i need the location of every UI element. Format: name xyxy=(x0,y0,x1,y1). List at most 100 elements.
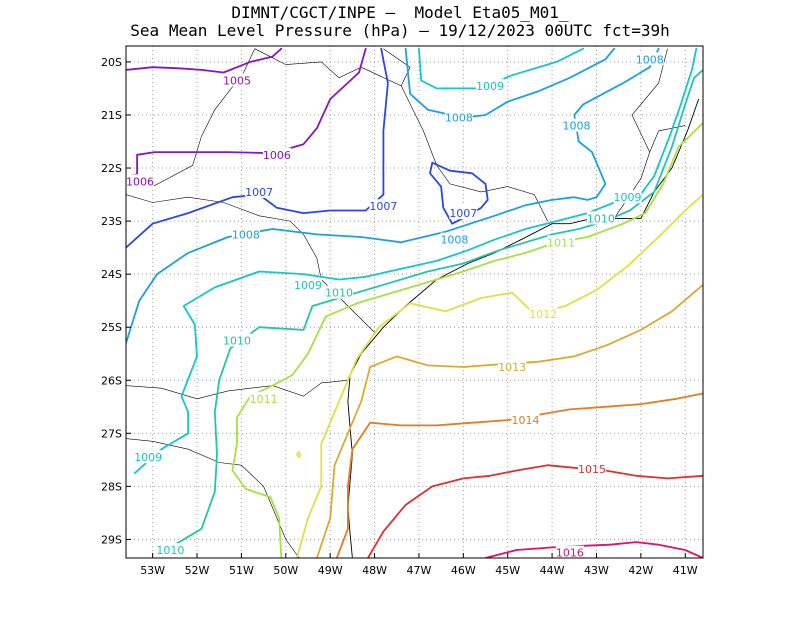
lat-lon-grid xyxy=(126,46,703,558)
x-tick-label: 41W xyxy=(673,564,698,577)
isobar-label-1008: 1008 xyxy=(636,53,664,66)
isobar-label-background xyxy=(231,227,260,241)
isobar-1013 xyxy=(316,283,703,558)
isobar-label-1013: 1013 xyxy=(498,361,526,374)
x-tick-label: 53W xyxy=(140,564,165,577)
x-tick-label: 44W xyxy=(540,564,565,577)
isobar-label-background xyxy=(578,461,607,475)
isobar-label-1009: 1009 xyxy=(294,279,322,292)
state-border xyxy=(152,48,255,187)
isobar-label-1007: 1007 xyxy=(245,186,273,199)
isobar-label-background xyxy=(586,211,615,225)
y-tick-label: 20S xyxy=(101,56,122,69)
isobar-label-background xyxy=(222,333,251,347)
y-tick-label: 25S xyxy=(101,321,122,334)
isobar-1016 xyxy=(484,541,703,558)
isobar-1009 xyxy=(134,47,698,474)
state-border xyxy=(631,48,668,153)
isobar-label-1007: 1007 xyxy=(449,207,477,220)
isobar-label-background xyxy=(262,147,291,161)
latitude-axis: 20S 21S 22S 23S 24S 25S 26S 27S 28S 29S xyxy=(101,56,131,546)
isobar-label-1007: 1007 xyxy=(369,200,397,213)
y-tick-label: 23S xyxy=(101,215,122,228)
y-tick-label: 29S xyxy=(101,533,122,546)
title-line-1: DIMNT/CGCT/INPE – Model Eta05_M01_ xyxy=(231,3,569,22)
x-tick-label: 48W xyxy=(362,564,387,577)
plot-frame xyxy=(125,45,704,559)
isobar-label-background xyxy=(222,73,251,87)
isobar-1011 xyxy=(231,122,703,558)
isobar-label-background xyxy=(613,190,642,204)
isobar-label-background xyxy=(249,391,278,405)
isobar-label-background xyxy=(325,285,354,299)
y-tick-label: 27S xyxy=(101,427,122,440)
isobar-label-background xyxy=(440,232,469,246)
isobar-label-background xyxy=(126,174,154,188)
isobar-1010 xyxy=(160,69,703,557)
isobar-label-1008: 1008 xyxy=(445,112,473,125)
isobar-label-background xyxy=(546,235,575,249)
y-tick-label: 28S xyxy=(101,480,122,493)
isobar-1007 xyxy=(126,47,389,249)
isobar-1007 xyxy=(429,161,489,225)
x-tick-label: 42W xyxy=(628,564,653,577)
isobar-1008 xyxy=(126,47,660,344)
isobar-label-background xyxy=(444,110,473,124)
isobar-label-1011: 1011 xyxy=(250,393,278,406)
isobar-label-1014: 1014 xyxy=(511,414,539,427)
isobar-label-background xyxy=(293,277,322,291)
longitude-axis: 53W 52W 51W 50W 49W 48W 47W 46W 45W 44W 43W 42W 41W xyxy=(140,553,698,577)
x-tick-label: 52W xyxy=(185,564,210,577)
isobar-label-1010: 1010 xyxy=(587,212,615,225)
y-tick-label: 22S xyxy=(101,162,122,175)
isobar-label-1010: 1010 xyxy=(156,544,184,557)
x-tick-label: 47W xyxy=(407,564,432,577)
isobar-label-background xyxy=(369,199,398,213)
x-tick-label: 45W xyxy=(495,564,520,577)
x-tick-label: 50W xyxy=(273,564,298,577)
isobar-label-1006: 1006 xyxy=(263,149,291,162)
isobar-label-background xyxy=(555,545,584,559)
isobar-label-background xyxy=(475,78,504,92)
y-tick-label: 21S xyxy=(101,109,122,122)
isobar-label-1010: 1010 xyxy=(325,287,353,300)
isobar-label-1008: 1008 xyxy=(232,228,260,241)
state-border xyxy=(383,48,411,86)
x-tick-label: 43W xyxy=(584,564,609,577)
isobar-label-1008: 1008 xyxy=(440,234,468,247)
isobar-labels: 1005 1006 1006 1007 1007 1007 1008 1008 1008 1008… xyxy=(126,52,664,560)
isobar-label-1016: 1016 xyxy=(556,547,584,560)
isobar-label-1008: 1008 xyxy=(563,120,591,133)
isobar-label-background xyxy=(529,306,558,320)
state-border xyxy=(126,380,348,400)
isobar-label-background xyxy=(134,450,163,464)
isobar-label-background xyxy=(245,184,274,198)
state-border xyxy=(126,438,300,558)
y-tick-label: 26S xyxy=(101,374,122,387)
isobar-lines xyxy=(126,47,703,558)
map-title: DIMNT/CGCT/INPE – Model Eta05_M01_ Sea M… xyxy=(0,4,800,40)
isobar-label-background xyxy=(156,543,185,557)
y-tick-label: 24S xyxy=(101,268,122,281)
isobar-label-1009: 1009 xyxy=(614,191,642,204)
isobar-1015 xyxy=(367,464,703,558)
isobar-label-1005: 1005 xyxy=(223,74,251,87)
isobar-label-1009: 1009 xyxy=(476,80,504,93)
isobar-1014 xyxy=(335,392,703,558)
isobar-1006 xyxy=(126,47,367,177)
isobar-1005 xyxy=(126,47,283,74)
isobar-label-background xyxy=(449,206,478,220)
isobar-1012 xyxy=(296,451,301,459)
isobar-label-background xyxy=(635,52,664,66)
x-tick-label: 51W xyxy=(229,564,254,577)
state-border xyxy=(254,48,548,222)
isobar-label-1009: 1009 xyxy=(134,451,162,464)
isobar-label-1015: 1015 xyxy=(578,463,606,476)
isobar-label-1012: 1012 xyxy=(529,308,557,321)
isobar-label-background xyxy=(511,413,540,427)
coastline xyxy=(347,98,700,558)
x-tick-label: 46W xyxy=(451,564,476,577)
isobar-1012 xyxy=(296,193,703,558)
title-line-2: Sea Mean Level Pressure (hPa) – 19/12/20… xyxy=(130,21,670,40)
